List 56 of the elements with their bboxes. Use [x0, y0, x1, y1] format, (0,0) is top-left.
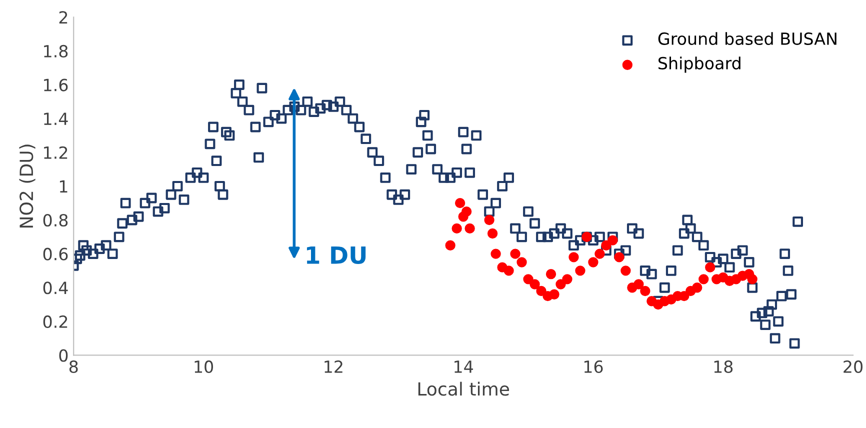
point [692, 282, 702, 293]
point [523, 274, 534, 284]
point [562, 274, 572, 284]
x-tick-label: 12 [324, 360, 342, 373]
point [510, 248, 520, 259]
x-tick-label: 14 [454, 360, 473, 373]
y-tick-label: 2 [59, 11, 68, 24]
point [536, 286, 546, 296]
y-tick-label: 0.6 [43, 248, 68, 260]
point [634, 279, 644, 290]
y-tick-label: 1.2 [44, 146, 68, 159]
point [575, 266, 586, 276]
point [452, 223, 462, 234]
point [454, 198, 466, 208]
y-tick-label: 1.4 [44, 112, 68, 125]
x-tick-label: 16 [584, 360, 603, 373]
point [487, 228, 498, 239]
x-tick-label: 8 [69, 360, 78, 373]
legend-label: Ground based BUSAN [658, 32, 836, 46]
point [679, 290, 690, 302]
point [516, 257, 527, 268]
y-tick-label: 0.4 [43, 282, 68, 294]
y-tick-label: 0.2 [43, 315, 68, 328]
y-tick-label: 0 [59, 349, 68, 362]
x-tick-label: 18 [714, 360, 733, 373]
x-tick-label: 20 [844, 360, 863, 373]
point [490, 248, 501, 259]
y-tick-label: 1 [60, 180, 68, 193]
y-axis-title: NO2 (DU) [19, 144, 36, 228]
y-tick-label: 1.8 [44, 44, 68, 58]
point [484, 214, 494, 226]
point [546, 269, 556, 280]
point [461, 206, 472, 217]
point [620, 266, 631, 276]
x-tick-label: 10 [194, 360, 214, 373]
point [504, 266, 514, 276]
point [614, 252, 624, 262]
point [608, 235, 618, 246]
point [698, 274, 709, 284]
point [549, 289, 560, 300]
point [530, 279, 540, 290]
point [705, 262, 716, 272]
point [445, 240, 456, 250]
point [588, 257, 598, 268]
legend-label: Shipboard [658, 56, 740, 73]
point [556, 279, 566, 290]
point [464, 223, 475, 234]
x-axis-title: Local time [418, 382, 510, 396]
point [640, 286, 650, 296]
point [594, 248, 605, 259]
point [568, 252, 579, 262]
annotation: 1 DU [306, 246, 366, 264]
y-tick-label: 1.6 [44, 78, 68, 92]
point [601, 240, 612, 250]
y-tick-label: 0.8 [43, 214, 68, 227]
point [747, 274, 758, 284]
